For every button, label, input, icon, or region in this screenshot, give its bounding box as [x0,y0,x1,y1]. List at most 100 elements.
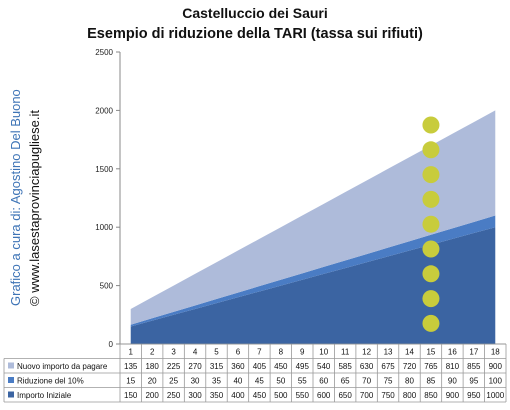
x-tick-label: 18 [491,348,500,357]
table-cell-value: 75 [384,377,393,386]
table-cell-value: 95 [469,377,478,386]
y-tick-label: 0 [109,340,114,349]
table-cell-value: 30 [191,377,200,386]
table-cell-value: 550 [296,391,310,400]
table-cell-value: 900 [489,362,503,371]
highlight-dot [422,290,440,308]
x-tick-label: 14 [405,348,414,357]
table-cell-value: 810 [446,362,460,371]
table-cell-value: 315 [210,362,224,371]
x-tick-label: 7 [257,348,262,357]
table-cell-value: 450 [274,362,288,371]
x-tick-label: 11 [341,348,350,357]
x-tick-label: 9 [300,348,305,357]
legend-key [8,377,14,383]
x-tick-label: 6 [236,348,241,357]
table-cell-value: 700 [360,391,374,400]
table-cell-value: 250 [167,391,181,400]
area-series-1 [130,227,496,344]
table-cell-value: 80 [405,377,414,386]
table-cell-value: 25 [169,377,178,386]
x-tick-label: 15 [426,348,435,357]
table-cell-value: 495 [296,362,310,371]
table-cell-value: 85 [426,377,435,386]
table-cell-value: 400 [231,391,245,400]
table-cell-value: 65 [341,377,350,386]
table-cell-value: 300 [188,391,202,400]
legend-key [8,391,14,398]
table-cell-value: 450 [253,391,267,400]
table-cell-value: 650 [338,391,352,400]
highlight-dot [422,240,440,258]
x-tick-label: 4 [193,348,198,357]
table-cell-value: 540 [317,362,331,371]
y-tick-label: 1000 [95,223,113,232]
table-cell-value: 200 [145,391,159,400]
table-cell-value: 855 [467,362,481,371]
table-cell-value: 20 [148,377,157,386]
table-cell-value: 950 [467,391,481,400]
table-cell-value: 150 [124,391,138,400]
y-tick-label: 2500 [95,48,113,57]
table-cell-value: 270 [188,362,202,371]
x-tick-label: 12 [362,348,371,357]
table-cell-value: 50 [276,377,285,386]
y-tick-label: 1500 [95,165,113,174]
table-cell-value: 350 [210,391,224,400]
table-cell-value: 225 [167,362,181,371]
x-tick-label: 13 [384,348,393,357]
table-cell-value: 35 [212,377,221,386]
table-cell-value: 55 [298,377,307,386]
legend-label: Riduzione del 10% [17,377,84,386]
x-tick-label: 8 [279,348,284,357]
x-tick-label: 3 [171,348,176,357]
legend-label: Nuovo importo da pagare [17,362,108,371]
table-cell-value: 585 [338,362,352,371]
highlight-dot [422,265,440,283]
table-cell-value: 720 [403,362,417,371]
table-cell-value: 600 [317,391,331,400]
table-cell-value: 40 [233,377,242,386]
highlight-dot [422,166,440,184]
chart-subtitle: Esempio di riduzione della TARI (tassa s… [87,26,423,42]
x-tick-label: 17 [469,348,478,357]
highlight-dot [422,215,440,233]
highlight-dot [422,314,440,332]
table-cell-value: 1000 [486,391,504,400]
table-cell-value: 100 [489,377,503,386]
table-cell-value: 850 [424,391,438,400]
table-cell-value: 765 [424,362,438,371]
table-cell-value: 180 [145,362,159,371]
table-cell-value: 60 [319,377,328,386]
x-tick-label: 5 [214,348,219,357]
table-cell-value: 135 [124,362,138,371]
x-tick-label: 2 [150,348,155,357]
table-cell-value: 500 [274,391,288,400]
table-cell-value: 15 [126,377,135,386]
table-cell-value: 675 [381,362,395,371]
table-cell-value: 90 [448,377,457,386]
table-cell-value: 750 [381,391,395,400]
table-cell-value: 900 [446,391,460,400]
table-cell-value: 360 [231,362,245,371]
legend-key [8,362,14,369]
y-tick-label: 500 [100,282,114,291]
y-tick-label: 2000 [95,106,113,115]
highlight-dot [422,190,440,208]
highlight-dot [422,141,440,159]
x-tick-label: 16 [448,348,457,357]
area-series-3 [130,110,496,325]
table-cell-value: 405 [253,362,267,371]
x-tick-label: 1 [128,348,133,357]
highlight-dot [422,116,440,134]
table-cell-value: 45 [255,377,264,386]
area-series-2 [130,215,496,327]
legend-label: Importo Iniziale [17,391,72,400]
x-tick-label: 10 [319,348,328,357]
table-cell-value: 630 [360,362,374,371]
table-cell-value: 70 [362,377,371,386]
table-cell-value: 800 [403,391,417,400]
chart-title: Castelluccio dei Sauri [182,5,328,21]
